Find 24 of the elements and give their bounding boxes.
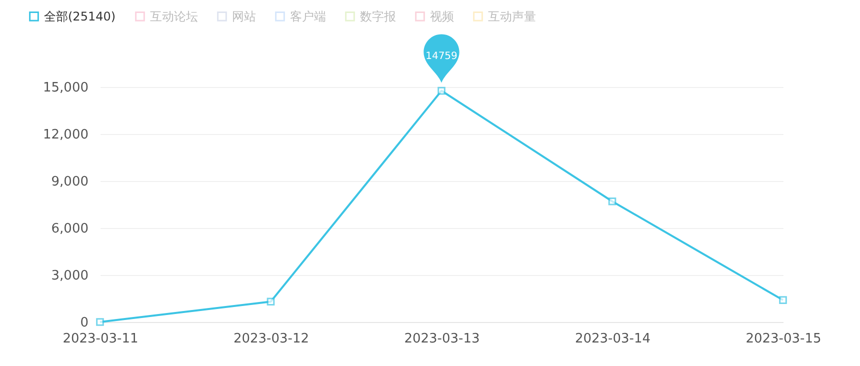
x-tick-label: 2023-03-12 xyxy=(233,332,310,346)
x-tick-label: 2023-03-15 xyxy=(746,332,822,346)
point xyxy=(266,298,275,306)
legend-label: 互动声量 xyxy=(488,9,536,24)
legend-label: 全部(25140) xyxy=(44,9,116,24)
x-tick-label: 2023-03-11 xyxy=(62,332,138,346)
x-tick-label: 2023-03-13 xyxy=(404,332,480,346)
point xyxy=(608,197,616,206)
y-tick-label: 3,000 xyxy=(51,268,88,284)
legend-label: 视频 xyxy=(430,9,454,24)
y-tick-label: 6,000 xyxy=(51,222,88,236)
legend-label: 数字报 xyxy=(360,9,396,24)
y-tick-label: 0 xyxy=(80,316,88,330)
point xyxy=(438,86,446,95)
point xyxy=(779,296,787,304)
x-tick-label: 2023-03-14 xyxy=(574,332,651,346)
legend-label: 网站 xyxy=(232,9,256,24)
legend-label: 互动论坛 xyxy=(150,9,198,24)
y-tick-label: 9,000 xyxy=(51,174,88,190)
y-tick-label: 15,000 xyxy=(43,80,88,96)
point xyxy=(96,318,104,326)
y-tick-label: 12,000 xyxy=(43,128,88,142)
data-label: 14759 xyxy=(426,50,458,62)
legend-label: 客户端 xyxy=(290,9,326,24)
